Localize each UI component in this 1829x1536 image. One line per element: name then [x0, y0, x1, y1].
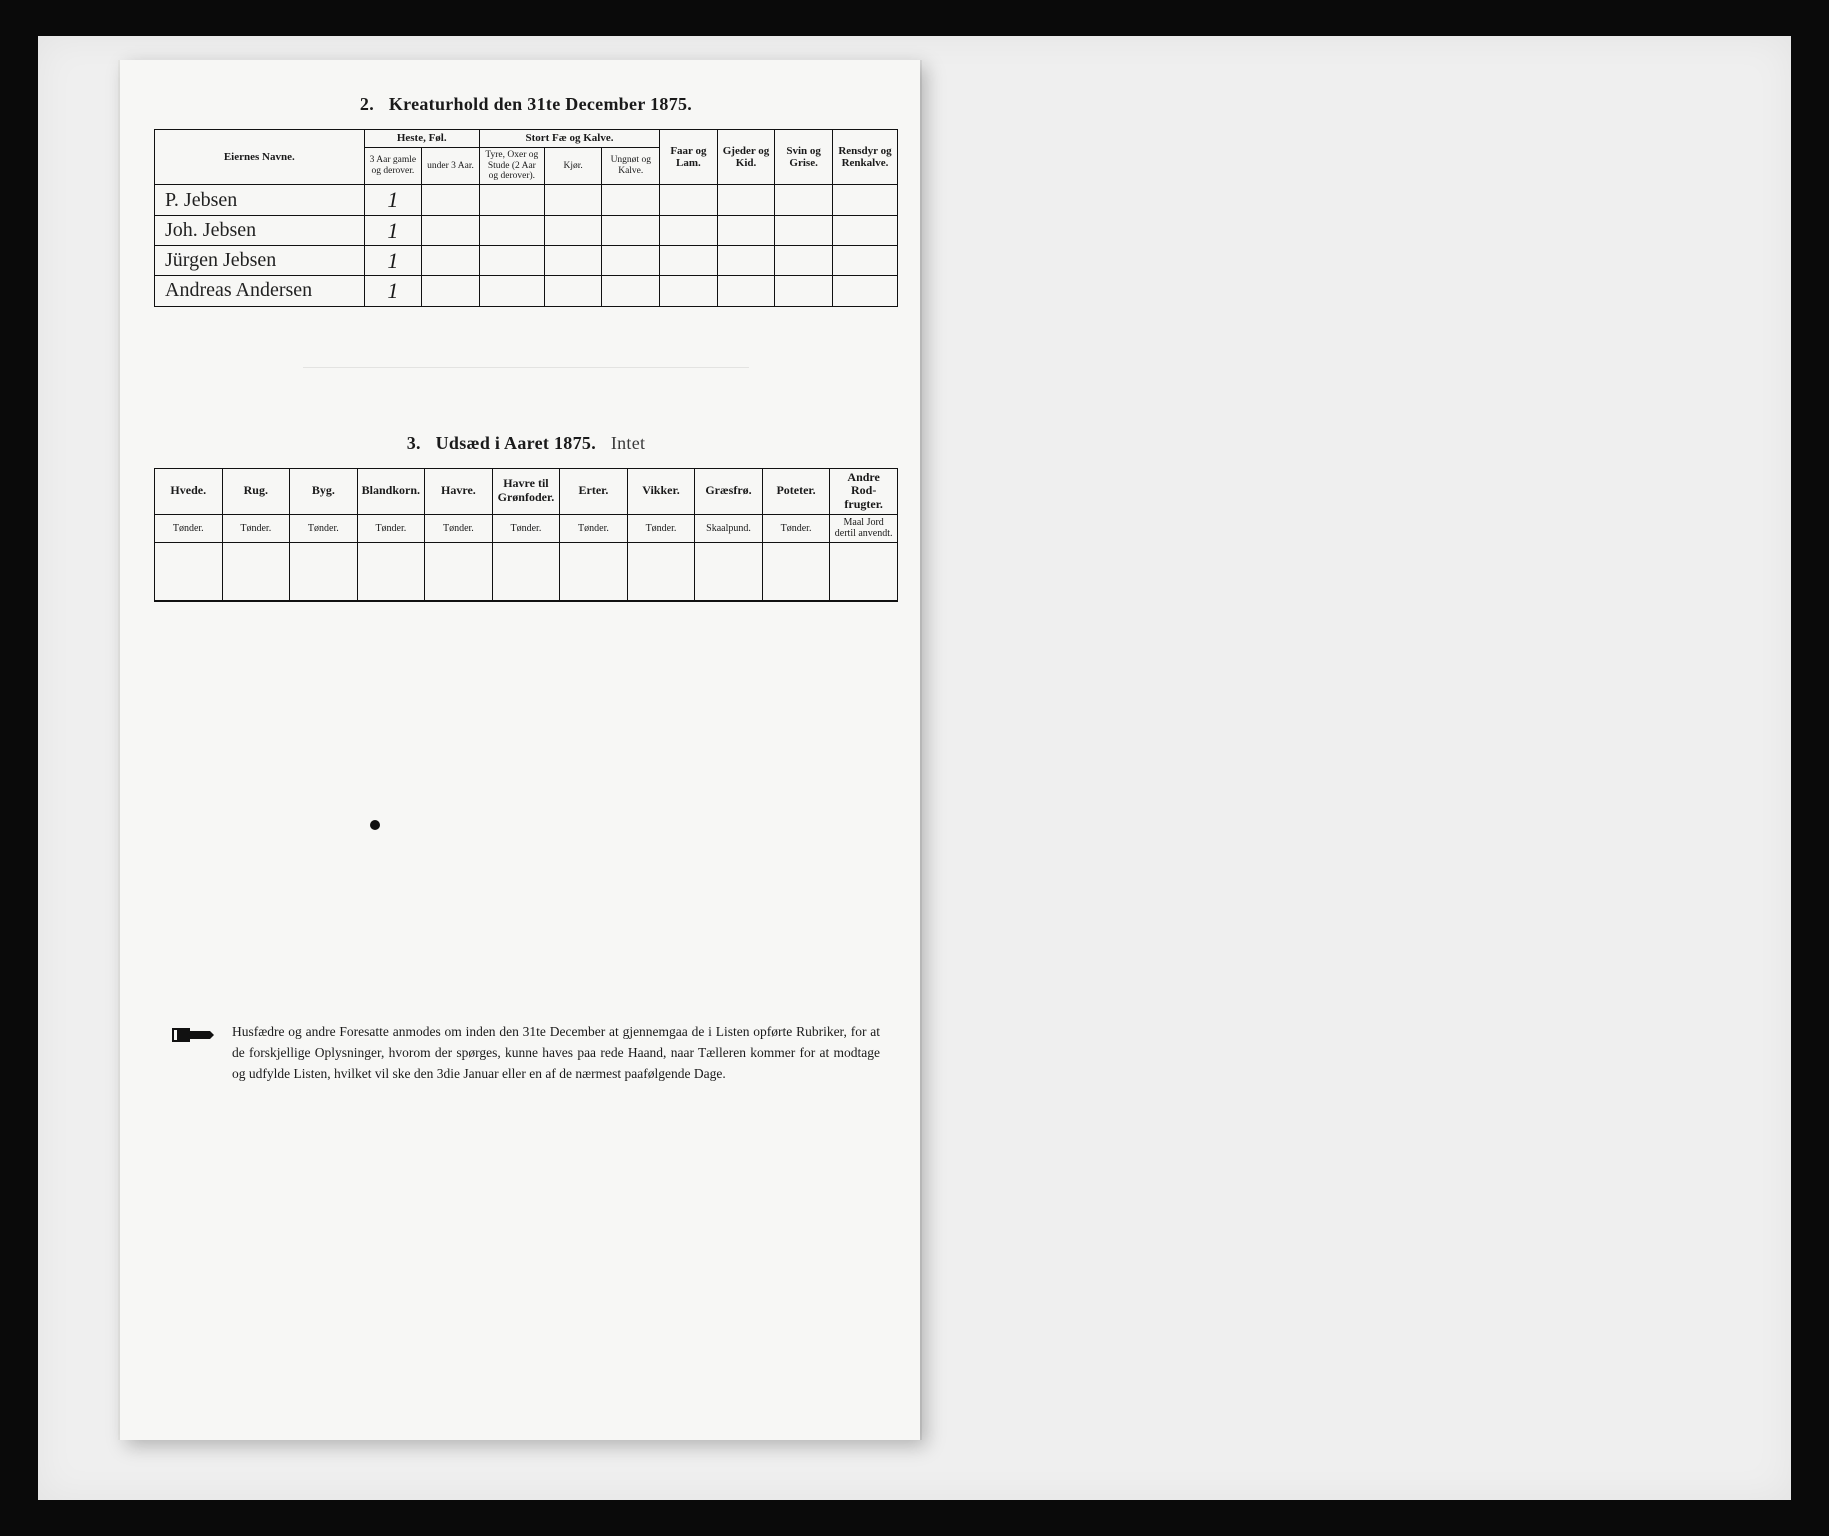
owner-name: Jürgen Jebsen [165, 249, 276, 271]
col-group-heste: Heste, Føl. [364, 130, 479, 148]
unit: Tønder. [762, 514, 830, 542]
cell-value: 1 [387, 187, 398, 212]
unit: Tønder. [560, 514, 628, 542]
cell-value: 1 [387, 248, 398, 273]
sub-stort3: Ungnøt og Kalve. [602, 147, 660, 185]
col-hvede: Hvede. [155, 468, 223, 514]
sub-heste1: 3 Aar gamle og derover. [364, 147, 422, 185]
col-rug: Rug. [222, 468, 290, 514]
footer-instruction: Husfædre og andre Foresatte anmodes om i… [154, 1022, 898, 1085]
col-vikker: Vikker. [627, 468, 695, 514]
sub-stort2: Kjør. [544, 147, 602, 185]
col-havre: Havre. [425, 468, 493, 514]
col-group-stort: Stort Fæ og Kalve. [479, 130, 659, 148]
section-spacer [154, 307, 898, 427]
col-graesfro: Græsfrø. [695, 468, 763, 514]
sub-heste2: under 3 Aar. [422, 147, 480, 185]
owner-name: Joh. Jebsen [165, 219, 256, 241]
col-owner-name: Eiernes Navne. [155, 130, 365, 185]
footer-text: Husfædre og andre Foresatte anmodes om i… [232, 1022, 880, 1085]
unit: Tønder. [290, 514, 358, 542]
unit: Maal Jord dertil anvendt. [830, 514, 898, 542]
unit: Tønder. [155, 514, 223, 542]
unit: Tønder. [357, 514, 425, 542]
document-page: 2. Kreaturhold den 31te December 1875. E… [120, 60, 920, 1440]
pointing-hand-icon [172, 1024, 216, 1046]
section2-number: 3. [407, 433, 421, 453]
owner-name: P. Jebsen [165, 189, 237, 211]
col-blandkorn: Blandkorn. [357, 468, 425, 514]
col-gjeder: Gjeder og Kid. [717, 130, 775, 185]
col-erter: Erter. [560, 468, 628, 514]
table-bottom-rule [154, 601, 898, 602]
col-svin: Svin og Grise. [775, 130, 833, 185]
cell-value: 1 [387, 278, 398, 303]
col-byg: Byg. [290, 468, 358, 514]
table-row: P. Jebsen 1 [155, 185, 898, 215]
ink-spot [370, 820, 380, 830]
livestock-table: Eiernes Navne. Heste, Føl. Stort Fæ og K… [154, 129, 898, 307]
section1-title: 2. Kreaturhold den 31te December 1875. [154, 94, 898, 115]
col-poteter: Poteter. [762, 468, 830, 514]
section2-handwritten-note: Intet [611, 433, 646, 453]
section1-title-text: Kreaturhold den 31te December 1875. [389, 94, 692, 114]
cell-value: 1 [387, 218, 398, 243]
unit: Tønder. [425, 514, 493, 542]
section2-title: 3. Udsæd i Aaret 1875. Intet [154, 433, 898, 454]
table-row [155, 542, 898, 600]
unit: Tønder. [492, 514, 560, 542]
sub-stort1: Tyre, Oxer og Stude (2 Aar og derover). [479, 147, 544, 185]
col-andre: Andre Rod-frugter. [830, 468, 898, 514]
faint-rule [303, 367, 749, 368]
table-row: Joh. Jebsen 1 [155, 215, 898, 245]
table-row: Jürgen Jebsen 1 [155, 246, 898, 276]
section2-title-text: Udsæd i Aaret 1875. [436, 433, 596, 453]
col-faar: Faar og Lam. [660, 130, 718, 185]
table-row: Andreas Andersen 1 [155, 276, 898, 306]
owner-name: Andreas Andersen [165, 279, 312, 301]
unit: Tønder. [222, 514, 290, 542]
seeding-table: Hvede. Rug. Byg. Blandkorn. Havre. Havre… [154, 468, 898, 601]
unit: Tønder. [627, 514, 695, 542]
section1-number: 2. [360, 94, 374, 114]
col-havre-gron: Havre til Grønfoder. [492, 468, 560, 514]
col-rensdyr: Rensdyr og Renkalve. [832, 130, 897, 185]
unit: Skaalpund. [695, 514, 763, 542]
